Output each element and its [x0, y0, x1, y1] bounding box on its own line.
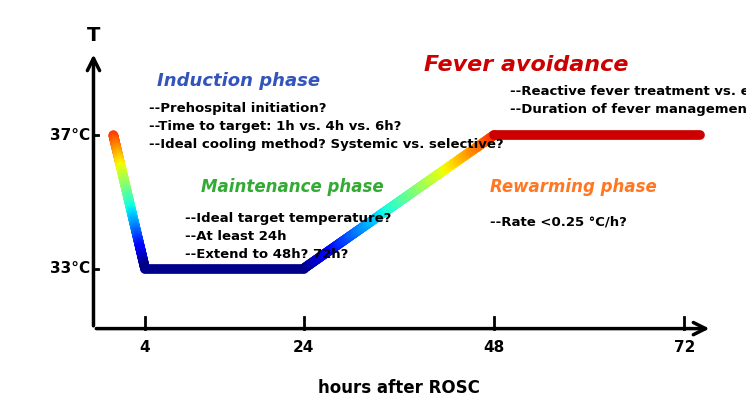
Text: --Ideal target temperature?
--At least 24h
--Extend to 48h? 72h?: --Ideal target temperature? --At least 2… — [185, 212, 391, 261]
Text: 4: 4 — [140, 340, 151, 355]
Text: hours after ROSC: hours after ROSC — [318, 379, 480, 397]
Text: --Prehospital initiation?
--Time to target: 1h vs. 4h vs. 6h?
--Ideal cooling me: --Prehospital initiation? --Time to targ… — [149, 102, 504, 151]
Text: Rewarming phase: Rewarming phase — [490, 178, 656, 196]
Text: 24: 24 — [293, 340, 314, 355]
Text: --Reactive fever treatment vs. empiric normothermia
--Duration of fever manageme: --Reactive fever treatment vs. empiric n… — [510, 85, 746, 116]
Text: 33°C: 33°C — [50, 261, 90, 276]
Text: 48: 48 — [483, 340, 505, 355]
Text: Maintenance phase: Maintenance phase — [201, 178, 383, 196]
Text: Induction phase: Induction phase — [157, 72, 320, 90]
Text: --Rate <0.25 °C/h?: --Rate <0.25 °C/h? — [490, 215, 627, 228]
Text: T: T — [87, 26, 100, 45]
Text: 37°C: 37°C — [50, 128, 90, 143]
Text: 72: 72 — [674, 340, 695, 355]
Text: Fever avoidance: Fever avoidance — [424, 55, 628, 75]
